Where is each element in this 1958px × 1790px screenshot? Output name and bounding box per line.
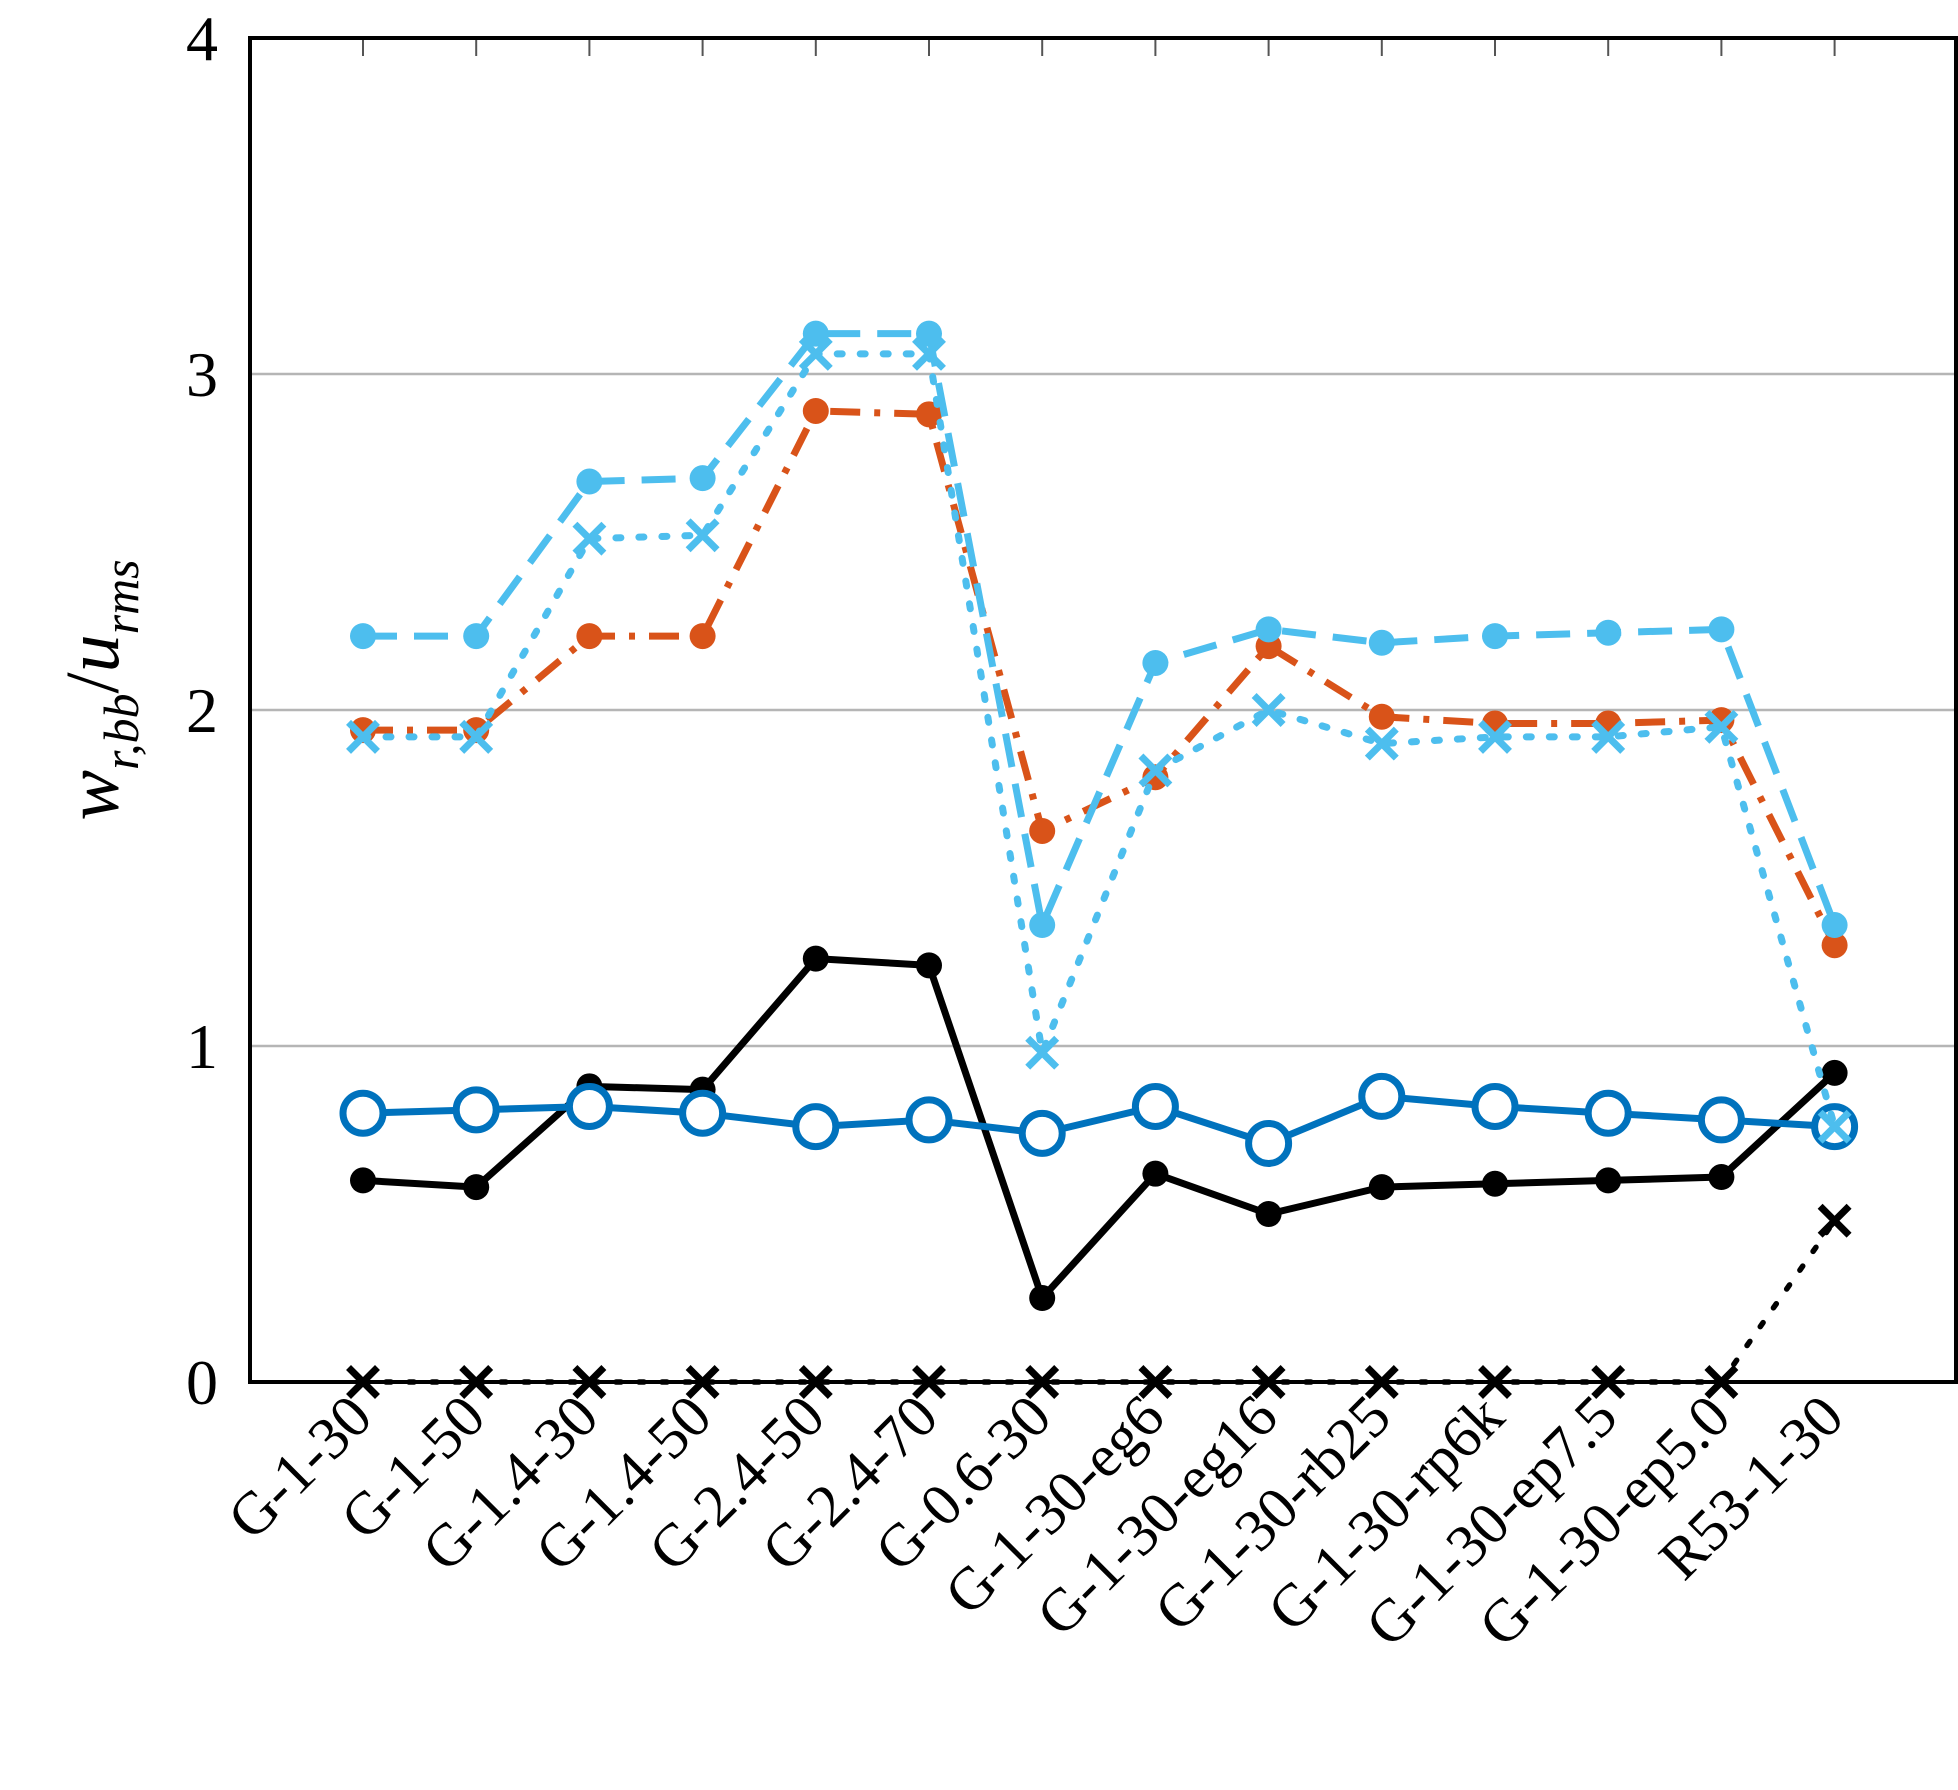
data-point — [1368, 629, 1395, 656]
y-axis-label-slash: / — [51, 672, 135, 694]
series-4 — [350, 945, 1848, 1311]
y-tick-label: 3 — [186, 339, 218, 410]
data-point — [1255, 616, 1282, 643]
series-layer — [339, 320, 1859, 1399]
data-point — [1482, 1170, 1508, 1197]
data-point — [1025, 1035, 1060, 1070]
data-point — [689, 465, 716, 492]
data-point — [1595, 619, 1622, 646]
data-point — [459, 719, 494, 754]
x-tick-labels: G-1-30G-1-50G-1.4-30G-1.4-50G-2.4-50G-2.… — [215, 1383, 1856, 1659]
data-point — [1708, 1164, 1735, 1191]
data-point — [1368, 703, 1395, 730]
data-point — [463, 1174, 490, 1201]
data-point — [1821, 912, 1848, 939]
data-point — [679, 1089, 727, 1137]
y-tick-label: 2 — [186, 675, 218, 746]
data-point — [1358, 1072, 1406, 1120]
series-line — [363, 407, 1838, 947]
series-5 — [339, 1072, 1859, 1167]
data-point — [685, 518, 720, 553]
data-point — [1029, 817, 1056, 844]
data-point — [1595, 1167, 1622, 1194]
data-point — [1817, 1203, 1852, 1238]
data-point — [572, 521, 607, 556]
data-point — [350, 1167, 376, 1194]
y-tick-label: 4 — [186, 3, 218, 74]
data-point — [802, 320, 829, 347]
data-point — [1708, 616, 1735, 643]
data-point — [1482, 623, 1508, 650]
data-point — [1245, 1119, 1293, 1167]
data-point — [1029, 912, 1056, 939]
data-point — [689, 623, 716, 650]
data-point — [1478, 719, 1512, 754]
series-line — [363, 330, 1838, 929]
data-point — [1704, 709, 1739, 744]
y-axis-label-sub1: r,bb — [93, 694, 149, 770]
series-3 — [350, 397, 1848, 959]
series-1 — [350, 320, 1848, 939]
y-tick-label: 1 — [186, 1011, 218, 1082]
data-point — [1821, 932, 1848, 959]
y-tick-labels: 0 1 2 3 4 — [186, 3, 218, 1418]
data-point — [1697, 1096, 1745, 1144]
data-point — [1591, 719, 1626, 754]
data-point — [565, 1082, 613, 1130]
data-point — [916, 320, 942, 347]
data-point — [576, 468, 603, 495]
data-point — [1364, 726, 1399, 761]
data-point — [1821, 1059, 1848, 1086]
data-point — [350, 623, 376, 650]
data-point — [339, 1089, 387, 1137]
plot-frame — [248, 36, 1958, 1384]
series-2 — [346, 336, 1852, 1144]
y-axis-label-sub2: rms — [93, 559, 149, 634]
y-axis-label: wr,bb/urms — [51, 559, 149, 820]
data-point — [576, 623, 603, 650]
series-line — [362, 955, 1837, 1302]
data-point — [1251, 693, 1286, 727]
data-point — [792, 1103, 840, 1151]
data-point — [1029, 1285, 1056, 1311]
axis-ticks — [362, 38, 1836, 56]
y-axis-label-w: w — [51, 770, 135, 821]
data-point — [1255, 1201, 1282, 1227]
data-point — [1817, 1109, 1852, 1144]
data-point — [916, 401, 942, 428]
data-point — [346, 719, 380, 754]
data-point — [1142, 649, 1169, 676]
data-point — [1471, 1082, 1519, 1130]
data-point — [905, 1096, 953, 1144]
y-axis-label-u: u — [51, 634, 135, 672]
data-point — [1368, 1174, 1395, 1201]
data-point — [1018, 1109, 1066, 1157]
data-point — [1131, 1082, 1179, 1130]
data-point — [452, 1086, 500, 1134]
data-point — [1142, 1160, 1169, 1187]
y-tick-label: 0 — [186, 1347, 218, 1418]
data-point — [802, 397, 829, 424]
data-point — [1584, 1089, 1632, 1137]
data-point — [802, 945, 829, 972]
series-line — [360, 1217, 1838, 1385]
data-point — [916, 952, 942, 979]
data-point — [463, 623, 490, 650]
data-point — [1138, 753, 1173, 788]
grid-lines — [250, 372, 1956, 1048]
